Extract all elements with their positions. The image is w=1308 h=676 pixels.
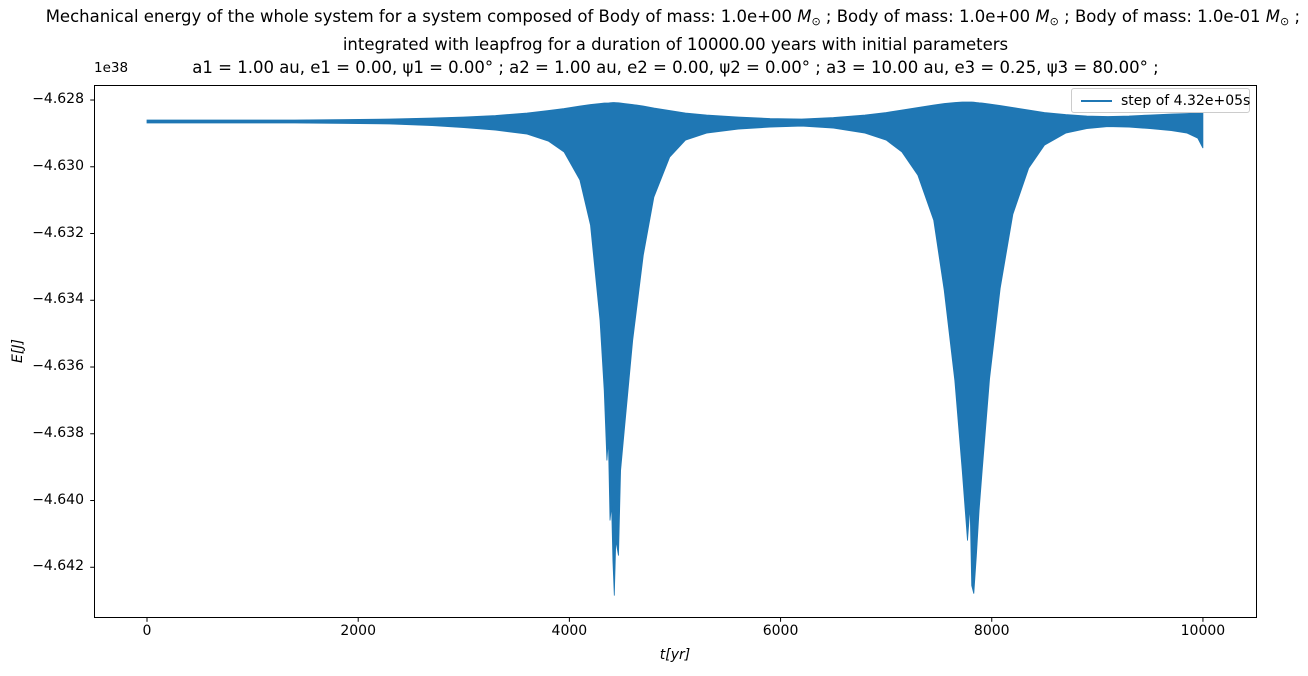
x-tick-label: 10000 (1180, 623, 1226, 639)
x-tick-label: 4000 (551, 623, 588, 639)
y-tick-label: −4.632 (32, 224, 84, 241)
axes-spines (94, 85, 1257, 618)
legend-label: step of 4.32e+05s (1121, 92, 1251, 109)
y-tick-label: −4.638 (32, 424, 84, 441)
y-tick-label: −4.634 (32, 291, 84, 308)
sun-subscript-icon: ⊙ (1280, 15, 1290, 28)
title-line-1-prefix: Mechanical energy of the whole system fo… (45, 7, 599, 26)
mass-symbol: M (797, 7, 812, 26)
x-tick-label: 8000 (973, 623, 1010, 639)
body-separator: ; (820, 7, 837, 26)
legend-line-sample (1081, 99, 1112, 102)
sun-subscript-icon: ⊙ (811, 15, 821, 28)
title-line-3: a1 = 1.00 au, e1 = 0.00, ψ1 = 0.00° ; a2… (192, 58, 1159, 77)
y-tick-label: −4.630 (32, 157, 84, 174)
energy-band (146, 101, 1204, 596)
body-2-text: Body of mass: 1.0e+00 (836, 7, 1036, 26)
y-tick-label: −4.636 (32, 358, 84, 375)
sun-subscript-icon: ⊙ (1049, 15, 1059, 28)
x-tick-label: 0 (142, 623, 152, 639)
body-separator: ; (1289, 7, 1306, 26)
x-tick-label: 6000 (762, 623, 799, 639)
y-tick-label: −4.628 (32, 91, 84, 108)
y-tick-label: −4.642 (32, 558, 84, 575)
title-line-1: Mechanical energy of the whole system fo… (0, 5, 1308, 33)
x-tick-label: 2000 (340, 623, 376, 639)
legend: step of 4.32e+05s (1071, 88, 1250, 113)
body-separator: ; (1058, 7, 1075, 26)
body-3-text: Body of mass: 1.0e-01 (1074, 7, 1266, 26)
y-tick-label: −4.640 (32, 491, 84, 508)
mass-symbol: M (1265, 7, 1281, 26)
x-axis-label: t[yr] (659, 647, 691, 663)
mass-symbol: M (1035, 7, 1050, 26)
figure-title: Mechanical energy of the whole system fo… (0, 5, 1308, 79)
body-1-text: Body of mass: 1.0e+00 (598, 7, 798, 26)
title-line-2: integrated with leapfrog for a duration … (342, 35, 1009, 54)
y-axis-offset-label: 1e38 (94, 60, 129, 76)
